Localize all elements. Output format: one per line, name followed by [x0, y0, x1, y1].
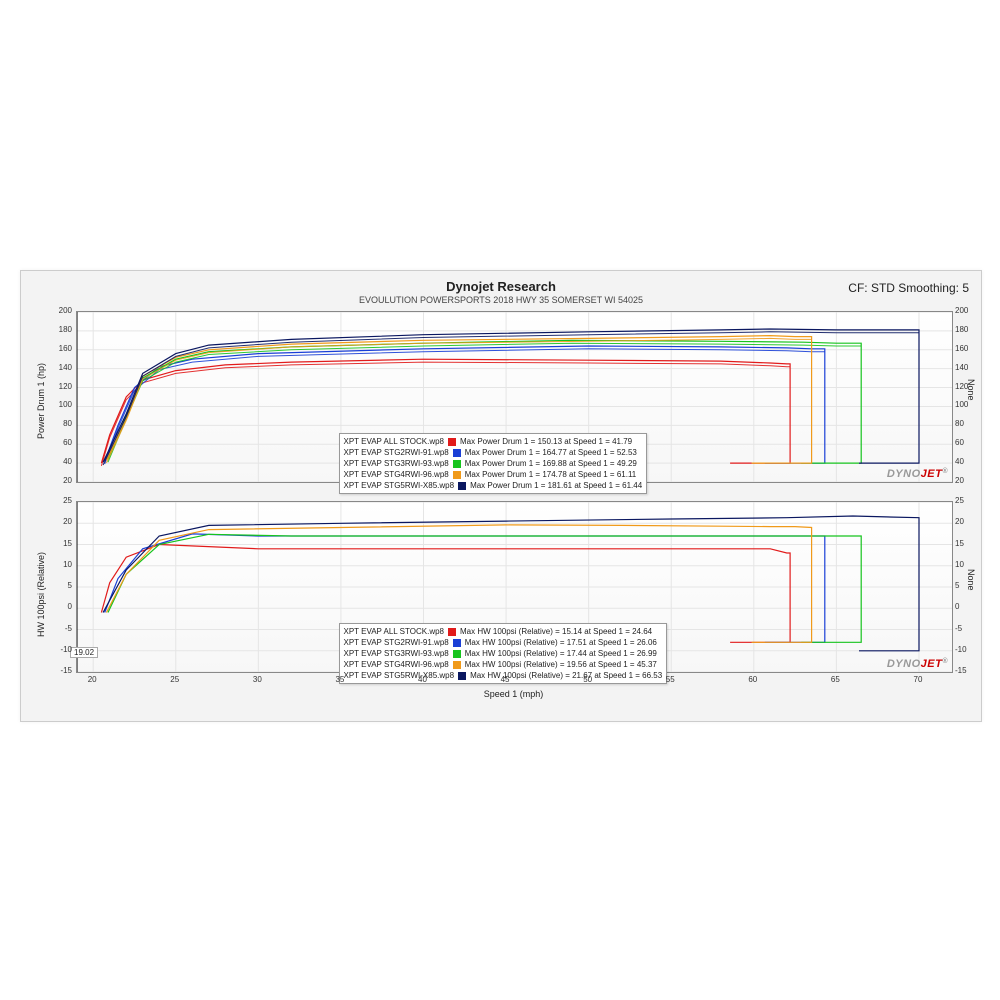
legend-stat: Max HW 100psi (Relative) = 17.51 at Spee…	[465, 637, 657, 648]
legend-row: XPT EVAP STG4RWI-96.wp8 Max Power Drum 1…	[344, 469, 643, 480]
tick-label: -15	[955, 666, 967, 675]
cursor-label: 19.02	[70, 647, 98, 658]
tick-label: 20	[88, 675, 97, 684]
legend-row: XPT EVAP STG2RWI-91.wp8 Max HW 100psi (R…	[344, 637, 663, 648]
legend-row: XPT EVAP STG3RWI-93.wp8 Max HW 100psi (R…	[344, 648, 663, 659]
legend-stat: Max HW 100psi (Relative) = 17.44 at Spee…	[465, 648, 657, 659]
tick-label: 140	[955, 363, 968, 372]
legend-swatch	[458, 672, 466, 680]
legend-stat: Max HW 100psi (Relative) = 21.67 at Spee…	[470, 670, 662, 681]
tick-label: 5	[68, 581, 72, 590]
legend-stat: Max Power Drum 1 = 174.78 at Speed 1 = 6…	[465, 469, 637, 480]
tick-label: -10	[955, 645, 967, 654]
legend-swatch	[448, 628, 456, 636]
tick-label: 20	[955, 517, 964, 526]
tick-label: 15	[955, 539, 964, 548]
legend-swatch	[453, 471, 461, 479]
chart-subtitle: EVOULUTION POWERSPORTS 2018 HWY 35 SOMER…	[21, 295, 981, 305]
tick-label: 180	[955, 325, 968, 334]
legend-swatch	[453, 460, 461, 468]
legend-file: XPT EVAP STG4RWI-96.wp8	[344, 659, 449, 670]
tick-label: 20	[63, 476, 72, 485]
legend-stat: Max Power Drum 1 = 169.88 at Speed 1 = 4…	[465, 458, 637, 469]
tick-label: 35	[335, 675, 344, 684]
tick-label: 200	[59, 306, 72, 315]
tick-label: 0	[955, 602, 959, 611]
legend-stat: Max Power Drum 1 = 181.61 at Speed 1 = 6…	[470, 480, 642, 491]
tick-label: 80	[955, 419, 964, 428]
tick-label: 50	[583, 675, 592, 684]
tick-label: 120	[955, 382, 968, 391]
tick-label: 5	[955, 581, 959, 590]
tick-label: 45	[501, 675, 510, 684]
tick-label: 180	[59, 325, 72, 334]
legend-file: XPT EVAP ALL STOCK.wp8	[344, 626, 445, 637]
tick-label: 25	[170, 675, 179, 684]
tick-label: 100	[955, 400, 968, 409]
tick-label: 200	[955, 306, 968, 315]
tick-label: 55	[666, 675, 675, 684]
legend-swatch	[448, 438, 456, 446]
legend-stat: Max HW 100psi (Relative) = 15.14 at Spee…	[460, 626, 652, 637]
tick-label: 40	[63, 457, 72, 466]
tick-label: 60	[955, 438, 964, 447]
legend-file: XPT EVAP STG2RWI-91.wp8	[344, 447, 449, 458]
legend-stat: Max Power Drum 1 = 150.13 at Speed 1 = 4…	[460, 436, 632, 447]
tick-label: 20	[955, 476, 964, 485]
tick-label: -10	[60, 645, 72, 654]
legend-1: XPT EVAP ALL STOCK.wp8 Max Power Drum 1 …	[339, 433, 648, 494]
chart-panel: Dynojet Research EVOULUTION POWERSPORTS …	[20, 270, 982, 722]
tick-label: 100	[59, 400, 72, 409]
tick-label: 60	[63, 438, 72, 447]
tick-label: -5	[955, 624, 962, 633]
y-axis-label-2-right: None	[966, 569, 976, 591]
tick-label: 20	[63, 517, 72, 526]
x-axis-label: Speed 1 (mph)	[76, 689, 951, 699]
tick-label: 40	[955, 457, 964, 466]
legend-swatch	[453, 650, 461, 658]
legend-row: XPT EVAP STG3RWI-93.wp8 Max Power Drum 1…	[344, 458, 643, 469]
tick-label: 60	[748, 675, 757, 684]
legend-file: XPT EVAP STG4RWI-96.wp8	[344, 469, 449, 480]
legend-stat: Max HW 100psi (Relative) = 19.56 at Spee…	[465, 659, 657, 670]
tick-label: 120	[59, 382, 72, 391]
tick-label: 10	[955, 560, 964, 569]
legend-file: XPT EVAP STG5RWI-X85.wp8	[344, 480, 455, 491]
y-axis-label-1: Power Drum 1 (hp)	[36, 362, 46, 438]
tick-label: -15	[60, 666, 72, 675]
legend-swatch	[453, 661, 461, 669]
tick-label: 25	[63, 496, 72, 505]
tick-label: -5	[65, 624, 72, 633]
header-right: CF: STD Smoothing: 5	[848, 281, 969, 295]
tick-label: 0	[68, 602, 72, 611]
legend-row: XPT EVAP ALL STOCK.wp8 Max HW 100psi (Re…	[344, 626, 663, 637]
tick-label: 10	[63, 560, 72, 569]
legend-stat: Max Power Drum 1 = 164.77 at Speed 1 = 5…	[465, 447, 637, 458]
tick-label: 15	[63, 539, 72, 548]
tick-label: 160	[955, 344, 968, 353]
legend-row: XPT EVAP STG5RWI-X85.wp8 Max Power Drum …	[344, 480, 643, 491]
tick-label: 160	[59, 344, 72, 353]
legend-swatch	[453, 449, 461, 457]
legend-file: XPT EVAP STG2RWI-91.wp8	[344, 637, 449, 648]
tick-label: 40	[418, 675, 427, 684]
tick-label: 70	[914, 675, 923, 684]
tick-label: 140	[59, 363, 72, 372]
legend-swatch	[453, 639, 461, 647]
tick-label: 30	[253, 675, 262, 684]
legend-file: XPT EVAP ALL STOCK.wp8	[344, 436, 445, 447]
legend-file: XPT EVAP STG5RWI-X85.wp8	[344, 670, 455, 681]
legend-file: XPT EVAP STG3RWI-93.wp8	[344, 458, 449, 469]
tick-label: 65	[831, 675, 840, 684]
page: Dynojet Research EVOULUTION POWERSPORTS …	[0, 0, 1000, 1000]
chart-title: Dynojet Research	[21, 279, 981, 294]
tick-label: 80	[63, 419, 72, 428]
legend-row: XPT EVAP STG2RWI-91.wp8 Max Power Drum 1…	[344, 447, 643, 458]
tick-label: 25	[955, 496, 964, 505]
legend-row: XPT EVAP ALL STOCK.wp8 Max Power Drum 1 …	[344, 436, 643, 447]
legend-file: XPT EVAP STG3RWI-93.wp8	[344, 648, 449, 659]
legend-row: XPT EVAP STG4RWI-96.wp8 Max HW 100psi (R…	[344, 659, 663, 670]
legend-swatch	[458, 482, 466, 490]
y-axis-label-2: HW 100psi (Relative)	[36, 552, 46, 637]
